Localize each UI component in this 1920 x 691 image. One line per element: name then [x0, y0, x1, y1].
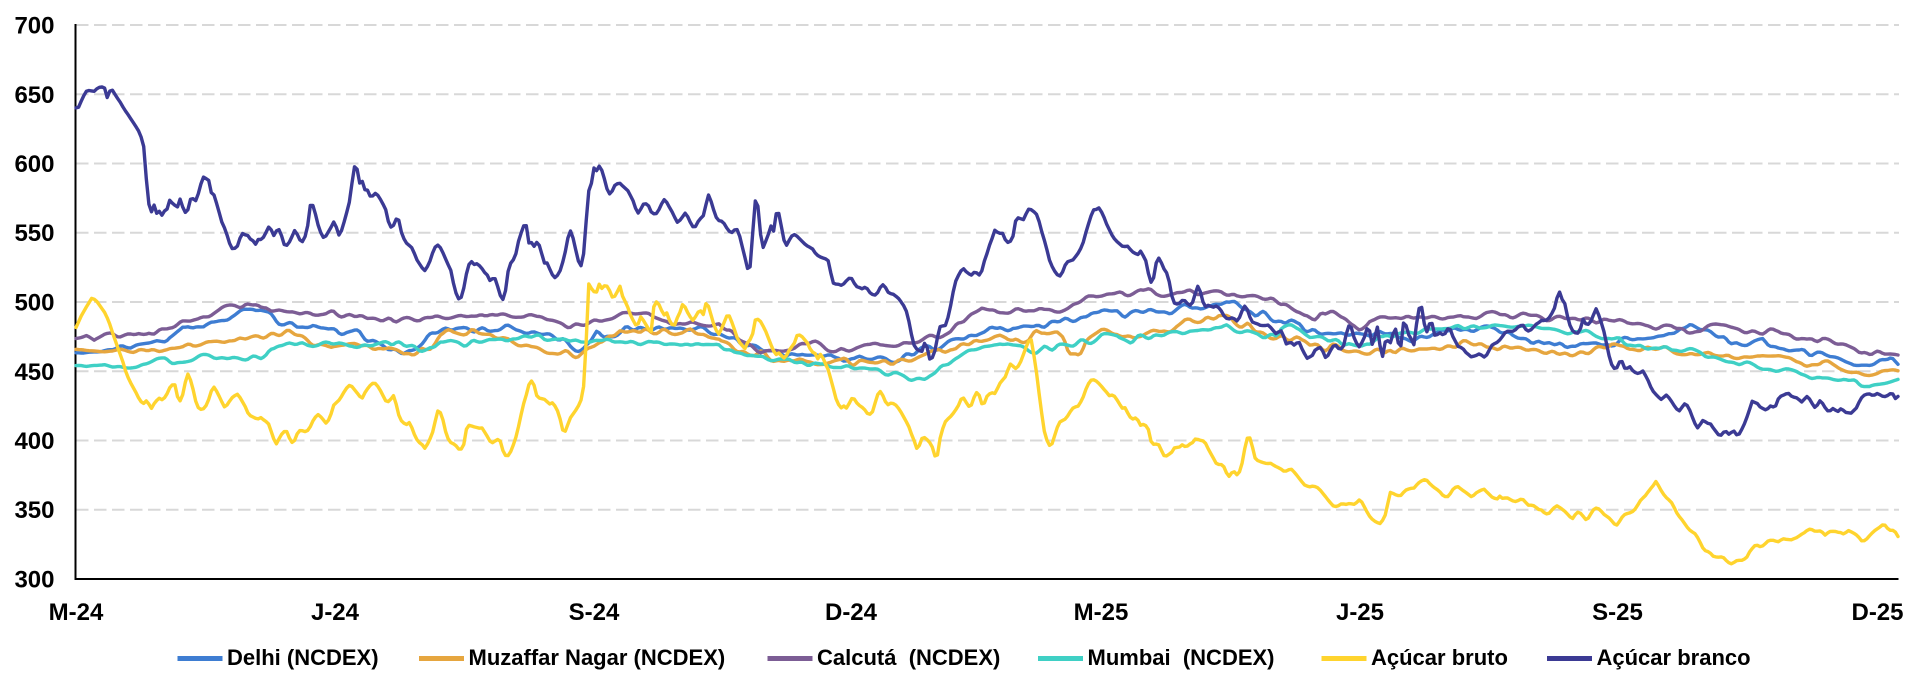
- svg-text:M-24: M-24: [49, 599, 104, 626]
- svg-text:Calcutá (NCDEX): Calcutá (NCDEX): [817, 645, 1000, 670]
- svg-text:300: 300: [14, 567, 54, 594]
- svg-text:J-24: J-24: [311, 599, 360, 626]
- svg-text:600: 600: [14, 151, 54, 178]
- svg-text:S-24: S-24: [569, 599, 620, 626]
- svg-text:Açúcar branco: Açúcar branco: [1597, 645, 1751, 670]
- svg-text:500: 500: [14, 290, 54, 317]
- svg-text:550: 550: [14, 220, 54, 247]
- svg-text:650: 650: [14, 82, 54, 109]
- svg-text:S-25: S-25: [1592, 599, 1643, 626]
- svg-text:J-25: J-25: [1336, 599, 1384, 626]
- svg-text:D-24: D-24: [825, 599, 878, 626]
- svg-text:450: 450: [14, 359, 54, 386]
- svg-text:Açúcar bruto: Açúcar bruto: [1371, 645, 1508, 670]
- svg-text:M-25: M-25: [1074, 599, 1129, 626]
- svg-text:Muzaffar Nagar (NCDEX): Muzaffar Nagar (NCDEX): [469, 645, 726, 670]
- svg-text:700: 700: [14, 13, 54, 40]
- svg-text:Delhi (NCDEX): Delhi (NCDEX): [227, 645, 379, 670]
- svg-text:Mumbai (NCDEX): Mumbai (NCDEX): [1088, 645, 1275, 670]
- svg-text:400: 400: [14, 428, 54, 455]
- svg-text:350: 350: [14, 497, 54, 524]
- svg-text:D-25: D-25: [1851, 599, 1903, 626]
